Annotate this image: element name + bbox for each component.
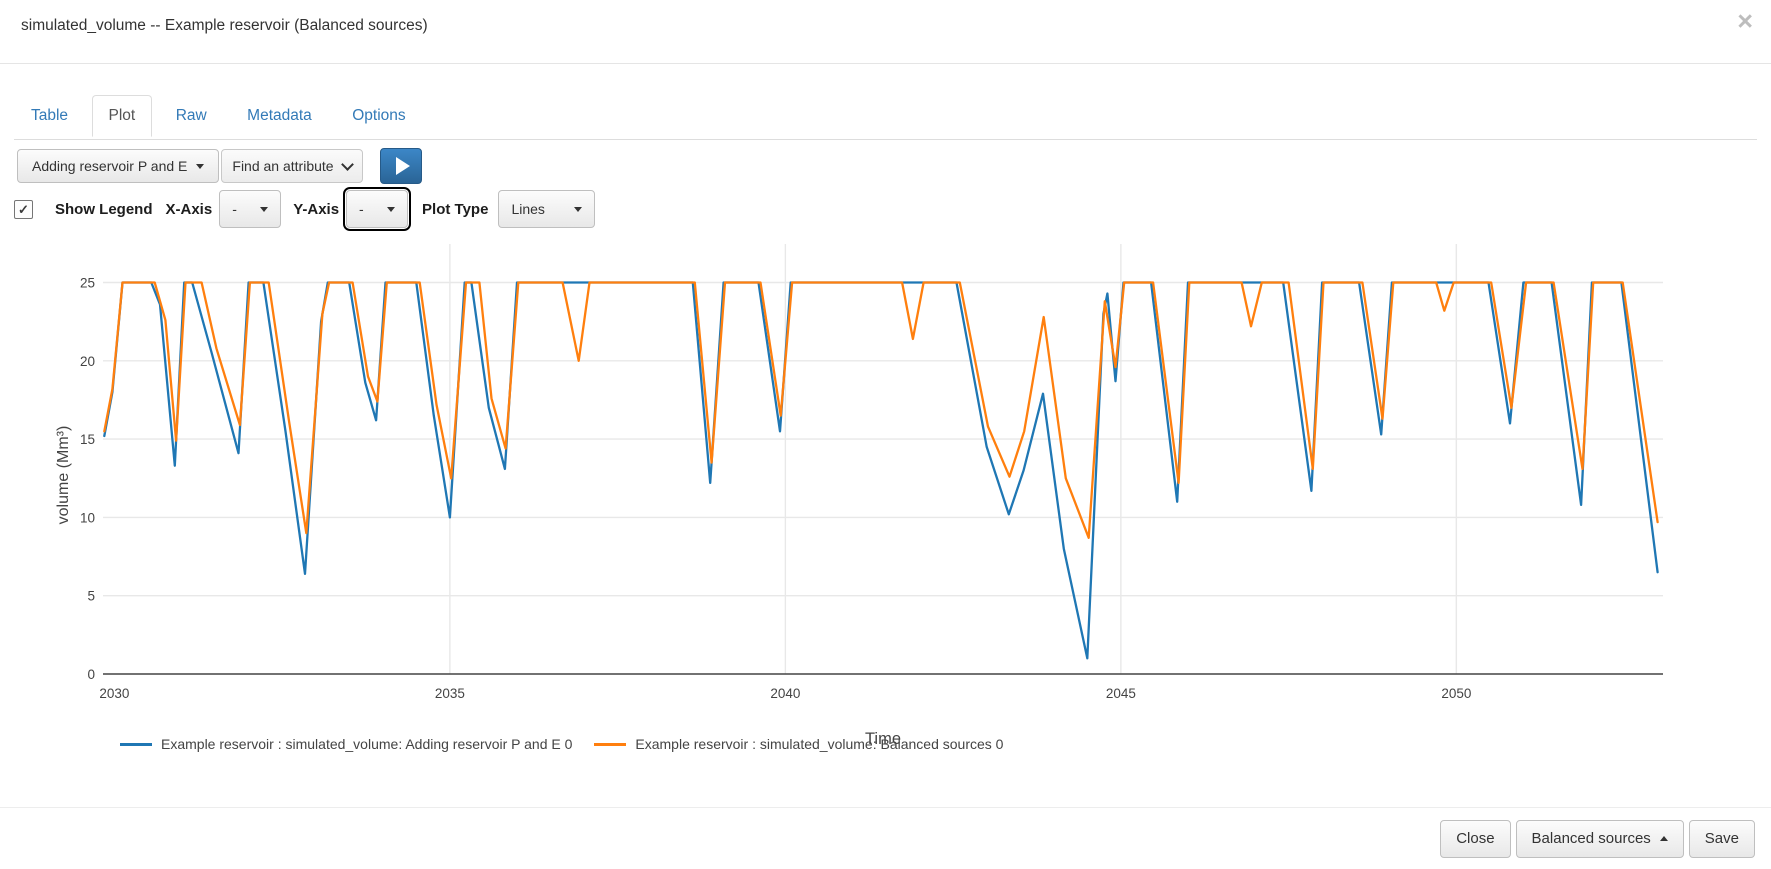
caret-down-icon — [196, 163, 205, 169]
tab-table[interactable]: Table — [31, 107, 69, 124]
check-icon: ✓ — [18, 201, 29, 217]
legend-item-blue[interactable]: Example reservoir : simulated_volume: Ad… — [120, 736, 572, 752]
scenario-dropup-button[interactable]: Balanced sources — [1515, 819, 1684, 858]
y-axis-value: - — [359, 201, 364, 217]
chart-container: 0 5 10 15 20 25 2030 2035 2040 2045 2050 volume (M… — [0, 240, 1771, 780]
attribute-select[interactable]: Find an attribute — [221, 149, 363, 183]
tab-metadata[interactable]: Metadata — [247, 107, 312, 124]
run-button[interactable] — [379, 148, 422, 184]
tab-plot[interactable]: Plot — [91, 95, 153, 137]
svg-text:25: 25 — [80, 276, 95, 291]
plot-toolbar: Adding reservoir P and E Find an attribu… — [17, 148, 422, 184]
plot-type-label: Plot Type — [422, 200, 489, 218]
legend-swatch-orange — [594, 742, 627, 746]
tab-options[interactable]: Options — [352, 107, 406, 124]
svg-text:2040: 2040 — [770, 686, 800, 701]
series-line-0 — [103, 281, 1659, 660]
y-axis-label: Y-Axis — [293, 200, 340, 218]
svg-text:2030: 2030 — [99, 686, 129, 701]
x-axis-value: - — [232, 201, 237, 217]
x-axis-dropdown[interactable]: - — [219, 190, 282, 228]
svg-text:15: 15 — [80, 432, 95, 447]
scenario-dropdown-label: Adding reservoir P and E — [32, 158, 188, 174]
show-legend-checkbox[interactable]: ✓ — [14, 199, 33, 219]
attribute-select-label: Find an attribute — [232, 158, 334, 174]
modal-header: simulated_volume -- Example reservoir (B… — [0, 0, 1771, 64]
svg-text:5: 5 — [87, 589, 95, 604]
plot-controls: ✓ Show Legend X-Axis - Y-Axis - Plot Typ… — [14, 187, 596, 231]
chevron-down-icon — [340, 157, 354, 171]
close-icon[interactable]: × — [1737, 6, 1753, 36]
legend-swatch-blue — [120, 742, 152, 746]
svg-text:20: 20 — [80, 354, 95, 369]
tab-bar: Table Plot Raw Metadata Options — [14, 94, 1757, 140]
save-button-label: Save — [1704, 830, 1739, 847]
show-legend-label: Show Legend — [55, 200, 153, 218]
close-button-label: Close — [1456, 830, 1495, 847]
gridlines — [103, 244, 1663, 674]
x-axis-title: Time — [864, 730, 902, 748]
close-button[interactable]: Close — [1440, 819, 1511, 858]
modal-title: simulated_volume -- Example reservoir (B… — [21, 17, 428, 34]
svg-text:10: 10 — [80, 510, 95, 525]
svg-text:2050: 2050 — [1441, 686, 1471, 701]
y-axis-dropdown[interactable]: - — [343, 187, 412, 231]
play-icon — [395, 157, 410, 175]
x-axis-label: X-Axis — [165, 200, 213, 218]
y-axis-title: volume (Mm³) — [55, 425, 72, 525]
tab-raw[interactable]: Raw — [175, 107, 207, 124]
scenario-dropup-label: Balanced sources — [1531, 830, 1651, 847]
scenario-dropdown-button[interactable]: Adding reservoir P and E — [17, 149, 220, 183]
caret-down-icon — [260, 206, 269, 212]
plot-type-dropdown[interactable]: Lines — [498, 190, 596, 228]
plot-type-value: Lines — [511, 201, 545, 217]
legend-label-orange: Example reservoir : simulated_volume: Ba… — [635, 736, 1004, 752]
legend-item-orange[interactable]: Example reservoir : simulated_volume: Ba… — [594, 736, 1003, 752]
svg-text:2035: 2035 — [435, 686, 465, 701]
caret-down-icon — [574, 206, 583, 212]
caret-up-icon — [1659, 836, 1668, 841]
svg-text:2045: 2045 — [1106, 686, 1136, 701]
save-button[interactable]: Save — [1688, 819, 1755, 858]
modal-footer: Close Balanced sources Save — [0, 807, 1771, 869]
svg-text:0: 0 — [87, 667, 95, 682]
legend-label-blue: Example reservoir : simulated_volume: Ad… — [161, 736, 573, 752]
series-line-1 — [103, 281, 1659, 539]
chart-legend: Example reservoir : simulated_volume: Ad… — [120, 736, 1025, 752]
caret-down-icon — [387, 206, 396, 212]
